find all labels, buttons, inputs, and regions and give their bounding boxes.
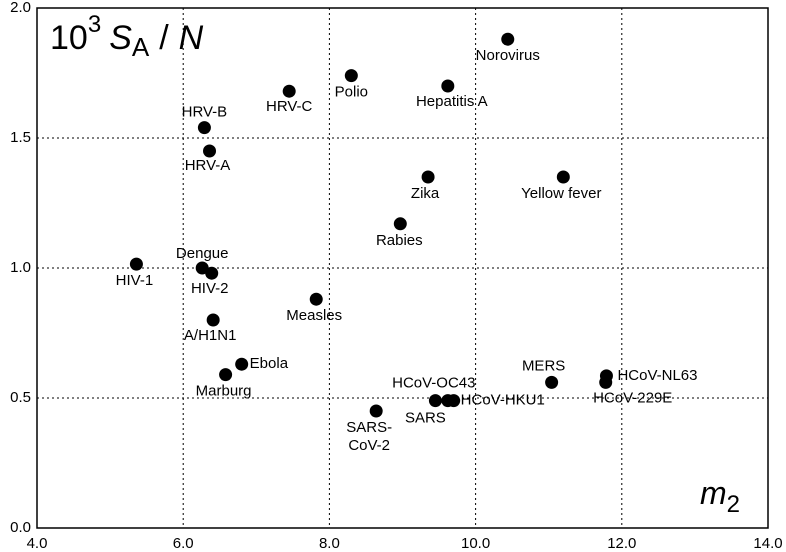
data-point [205,266,219,280]
y-title-subscript: A [132,32,150,62]
y-tick-label: 2.0 [10,0,31,16]
x-tick-label: 6.0 [173,535,194,552]
point-label: HIV-1 [116,272,154,289]
point-label: Rabies [376,232,423,249]
point-label: Yellow fever [521,185,601,202]
y-tick-label: 1.0 [10,259,31,276]
data-point [344,69,358,83]
y-title-divider: / [159,19,169,57]
point-label: Hepatitis A [416,93,488,110]
y-tick-label: 1.5 [10,129,31,146]
point-label: MERS [522,357,565,374]
point-label: CoV-2 [348,437,390,454]
point-label: Polio [335,84,368,101]
x-tick-label: 10.0 [461,535,490,552]
data-point [447,394,461,408]
data-point [197,121,211,135]
point-label: HRV-A [185,157,231,174]
point-label: SARS [405,410,446,427]
x-tick-label: 12.0 [607,535,636,552]
data-point [545,375,559,389]
data-point [219,368,233,382]
data-point [206,313,220,327]
point-label: SARS- [346,419,392,436]
data-point [235,357,249,371]
data-point [195,261,209,275]
x-axis-title: m2 [700,475,740,518]
point-label: HCoV-229E [593,389,672,406]
data-point [369,404,383,418]
data-point [556,170,570,184]
data-point [203,144,217,158]
y-title-symbol: S [109,19,132,57]
data-point [428,394,442,408]
x-title-subscript: 2 [727,491,740,518]
x-title-symbol: m [700,475,727,511]
point-label: HRV-B [182,104,228,121]
data-point [421,170,435,184]
y-tick-label: 0.5 [10,389,31,406]
point-label: Norovirus [476,47,540,64]
point-label: HCoV-HKU1 [461,392,545,409]
data-point [129,257,143,271]
point-label: HCoV-OC43 [392,375,475,392]
x-tick-label: 4.0 [27,535,48,552]
y-tick-label: 0.0 [10,519,31,536]
y-title-base: 10 [50,19,88,57]
data-point [282,84,296,98]
data-point [441,79,455,93]
data-point [309,292,323,306]
point-label: A/H1N1 [184,327,237,344]
point-label: HCoV-NL63 [617,367,697,384]
point-label: Marburg [196,383,252,400]
y-title-power: 3 [88,11,101,38]
data-point [599,375,613,389]
data-point [393,217,407,231]
data-point [501,32,515,46]
y-title-denominator: N [179,19,204,57]
point-label: Dengue [176,245,229,262]
point-label: HIV-2 [191,280,229,297]
point-label: Measles [286,307,342,324]
x-tick-label: 14.0 [753,535,782,552]
x-tick-label: 8.0 [319,535,340,552]
point-label: HRV-C [266,98,313,115]
point-label: Ebola [250,355,289,372]
y-axis-title: 103 SA / N [50,11,204,62]
point-label: Zika [411,185,440,202]
